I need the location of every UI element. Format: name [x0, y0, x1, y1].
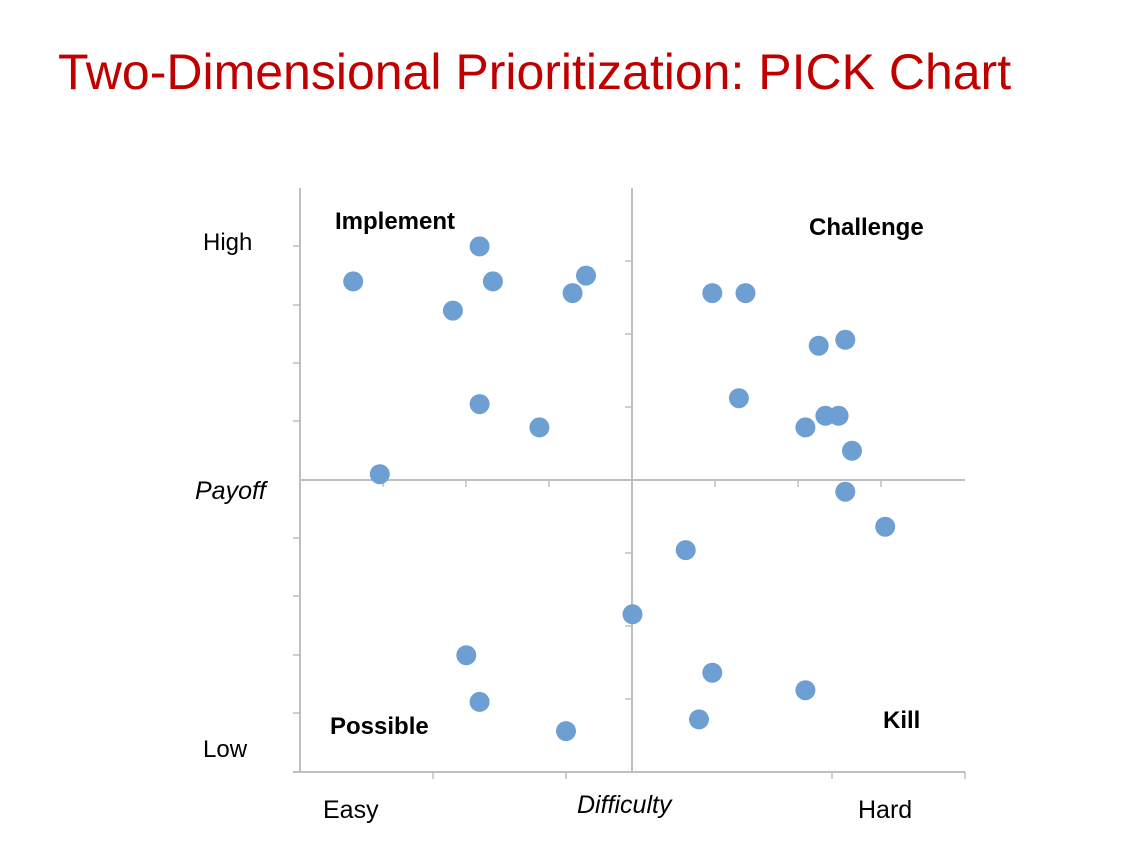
data-point-5: [562, 283, 583, 304]
data-point-11: [735, 283, 756, 304]
data-point-17: [828, 405, 849, 426]
quadrant-label-challenge: Challenge: [809, 214, 924, 241]
data-point-27: [795, 680, 816, 701]
data-point-7: [469, 394, 490, 415]
data-point-14: [728, 388, 749, 409]
quadrant-label-kill: Kill: [883, 707, 920, 734]
divider-ticks: [625, 260, 632, 700]
data-point-6: [576, 265, 596, 286]
quadrant-label-implement: Implement: [335, 208, 455, 235]
data-point-9: [369, 464, 390, 485]
quadrant-label-possible: Possible: [330, 713, 429, 740]
y-tick-label-low: Low: [203, 736, 248, 763]
y-axis-label: Payoff: [195, 477, 269, 505]
data-point-10: [702, 283, 723, 304]
data-point-8: [529, 417, 550, 438]
data-point-26: [702, 662, 723, 683]
x-tick-label-hard: Hard: [858, 796, 912, 824]
data-point-13: [835, 329, 856, 350]
y-axis-ticks: [293, 245, 300, 714]
data-point-28: [689, 709, 709, 730]
data-point-23: [456, 645, 477, 666]
data-point-15: [795, 417, 816, 438]
data-point-12: [808, 335, 829, 356]
slide-title: Two-Dimensional Prioritization: PICK Cha…: [58, 44, 1012, 100]
data-point-22: [622, 604, 643, 625]
data-point-4: [442, 300, 463, 321]
data-point-2: [469, 236, 490, 257]
data-point-20: [875, 516, 896, 537]
data-point-1: [343, 271, 364, 292]
y-tick-label-high: High: [203, 229, 252, 256]
x-tick-label-easy: Easy: [323, 796, 379, 824]
data-point-24: [469, 691, 490, 712]
data-point-3: [482, 271, 503, 292]
x-axis-ticks: [382, 480, 966, 779]
data-point-25: [556, 721, 576, 742]
data-point-18: [842, 440, 862, 461]
data-point-21: [675, 540, 696, 561]
x-axis-label: Difficulty: [577, 791, 673, 819]
data-points: [343, 236, 896, 742]
data-point-19: [835, 481, 856, 502]
